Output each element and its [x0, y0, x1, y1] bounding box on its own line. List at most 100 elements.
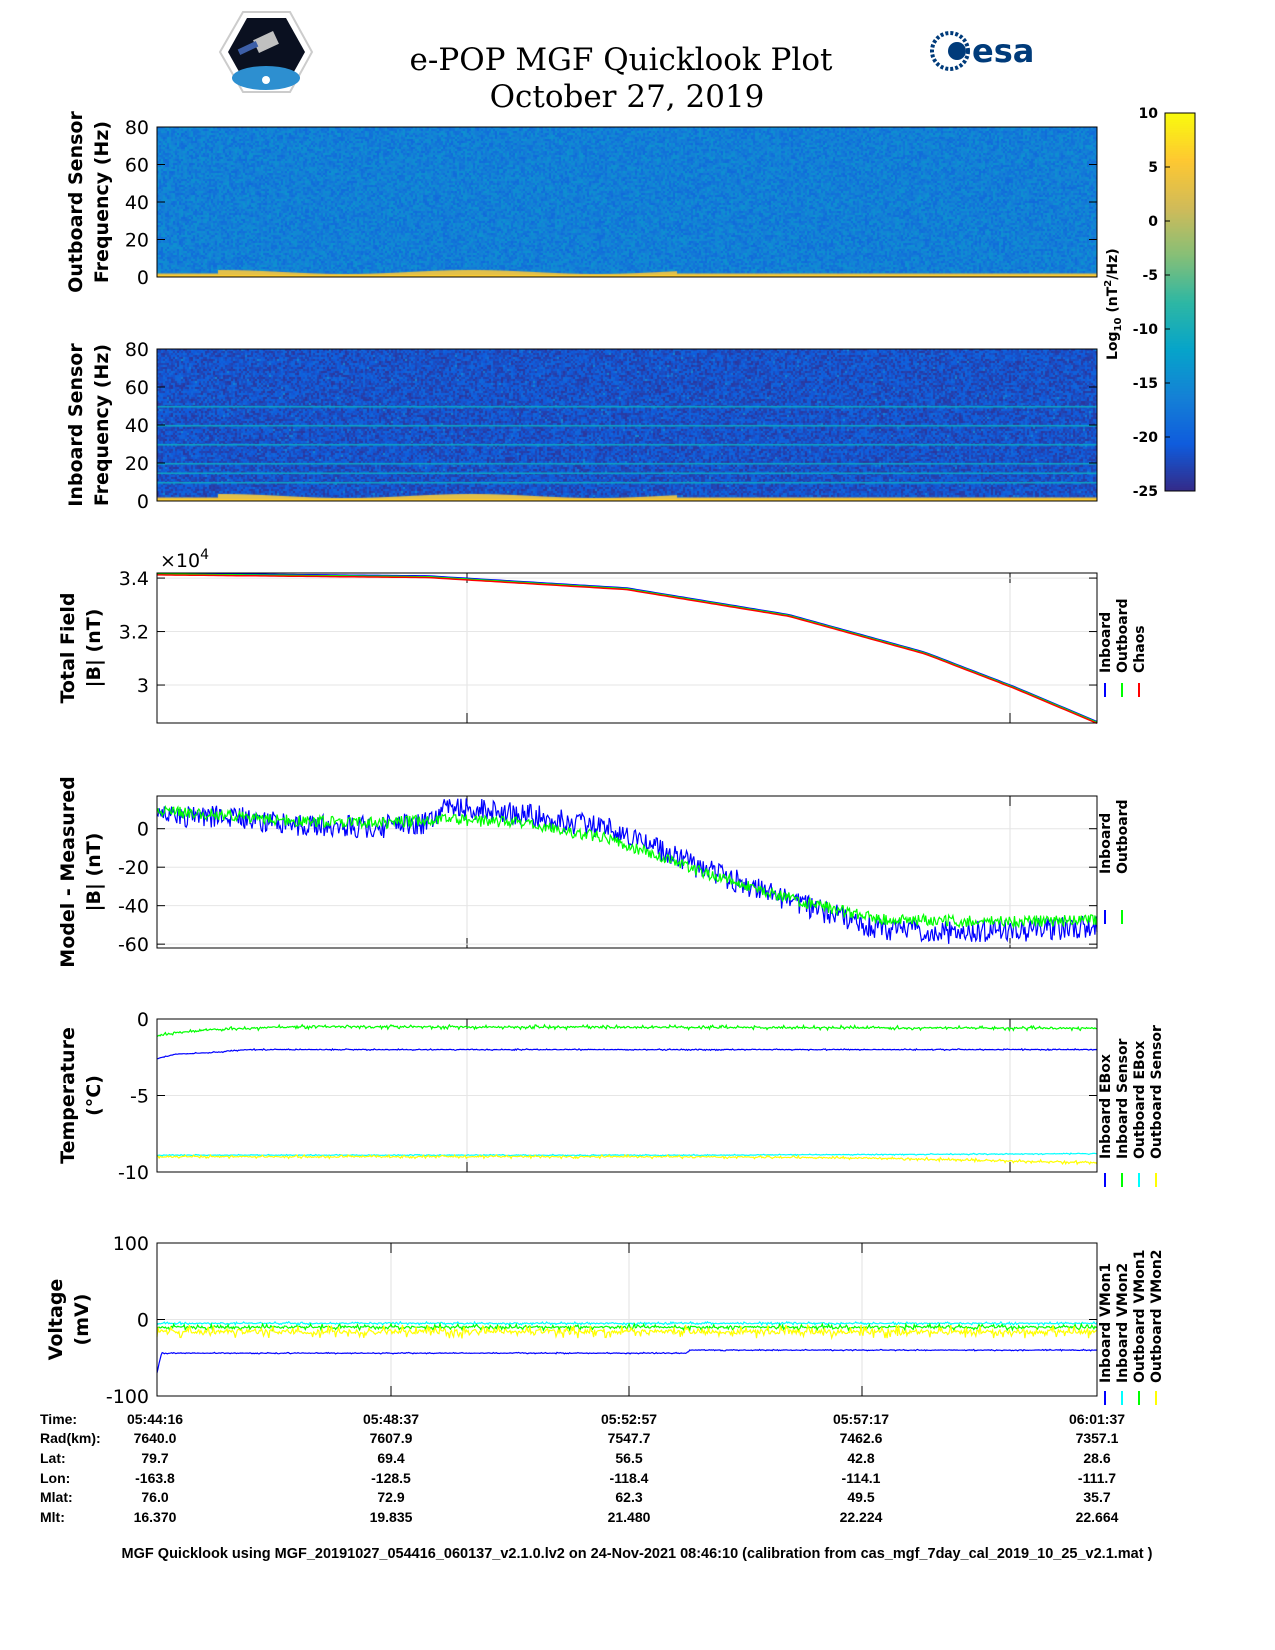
inboard-spectrogram	[157, 349, 1097, 501]
y-tick-label: 40	[125, 192, 149, 214]
series-outboard-vmon2	[156, 1323, 1098, 1341]
y-tick-label: 60	[125, 377, 149, 399]
legend-label: Inboard	[1098, 813, 1114, 874]
table-cell: 19.835	[370, 1509, 413, 1525]
colorbar	[1165, 113, 1195, 491]
y-tick-label: 3	[137, 675, 149, 697]
y-tick-label: 0	[137, 267, 149, 289]
table-cell: -163.8	[135, 1470, 175, 1486]
plot-area	[157, 573, 1097, 723]
legend: Inboard VMon1 Inboard VMon2 Outboard VMon1…	[1098, 1249, 1165, 1405]
legend-label: Inboard	[1098, 612, 1114, 673]
table-cell: 49.5	[847, 1489, 874, 1505]
series-inboard-sensor	[156, 1023, 1098, 1037]
table-cell: 79.7	[141, 1450, 168, 1466]
table-cell: 7357.1	[1076, 1430, 1119, 1446]
y-tick-label: -100	[106, 1386, 149, 1408]
y-tick-label: 0	[137, 819, 149, 841]
panel-1: 80 60 40 20 0 Inboard Sensor Frequency (Hz)	[65, 339, 1098, 513]
table-row-label: Time:	[40, 1411, 77, 1427]
table-cell: -118.4	[610, 1470, 649, 1486]
table-cell: 06:01:37	[1069, 1411, 1125, 1427]
table-row-label: Lon:	[40, 1470, 70, 1486]
y-axis-label: Voltage	[45, 1279, 67, 1361]
legend: Inboard EBox Inboard Sensor Outboard EBox O…	[1098, 1025, 1165, 1187]
y-axis-label: Outboard Sensor	[65, 111, 87, 293]
table-cell: 16.370	[134, 1509, 177, 1525]
y-tick-label: -5	[130, 1086, 149, 1108]
table-cell: 42.8	[847, 1450, 874, 1466]
plot-title: e-POP MGF Quicklook Plot	[410, 42, 833, 78]
axes-frame	[156, 348, 1098, 502]
y-tick-label: -60	[118, 934, 149, 956]
y-tick-label: 0	[137, 1310, 149, 1332]
y-tick-label: 80	[125, 339, 149, 361]
esa-logo: esa	[930, 31, 1034, 71]
table-cell: 21.480	[608, 1509, 651, 1525]
plot-date: October 27, 2019	[490, 79, 765, 115]
series-inboard-ebox	[157, 1047, 1098, 1060]
series-outboard	[156, 804, 1098, 930]
legend-label: Outboard VMon2	[1149, 1249, 1165, 1383]
colorbar-tick-label: 10	[1139, 106, 1159, 122]
panel-4: 0 -5 -10 Temperature (°C) Inboard EBox Inboard…	[57, 1009, 1165, 1187]
table-cell: 7640.0	[134, 1430, 177, 1446]
legend: Inboard Outboard Chaos	[1098, 598, 1148, 697]
table-cell: 05:57:17	[833, 1411, 889, 1427]
outboard-spectrogram	[157, 127, 1097, 277]
footer-note: MGF Quicklook using MGF_20191027_054416_…	[122, 1546, 1153, 1562]
y-axis-label: |B| (nT)	[83, 833, 105, 912]
y-tick-label: 3.4	[119, 568, 149, 590]
colorbar-tick-label: -15	[1133, 376, 1158, 392]
table-cell: 7547.7	[608, 1430, 651, 1446]
series-chaos	[157, 574, 1098, 724]
panel-3: 0 -20 -40 -60 Model - Measured |B| (nT) Inboar…	[57, 776, 1131, 967]
y-tick-label: 80	[125, 117, 149, 139]
y-tick-label: 40	[125, 415, 149, 437]
table-cell: 56.5	[615, 1450, 642, 1466]
colorbar-tick-label: -20	[1133, 430, 1159, 446]
table-cell: 05:48:37	[363, 1411, 419, 1427]
table-cell: 05:52:57	[601, 1411, 657, 1427]
table-cell: 05:44:16	[127, 1411, 183, 1427]
table-cell: 72.9	[377, 1489, 404, 1505]
y-axis-label: Inboard Sensor	[65, 343, 87, 507]
y-tick-label: 20	[125, 453, 149, 475]
series-outboard-ebox	[156, 1152, 1098, 1157]
legend-label: Inboard EBox	[1098, 1054, 1114, 1159]
series-inboard-vmon2	[156, 1320, 1098, 1327]
legend-label: Outboard	[1115, 799, 1131, 874]
legend-label: Inboard Sensor	[1115, 1038, 1131, 1159]
legend-label: Inboard VMon1	[1098, 1263, 1114, 1383]
legend-label: Outboard Sensor	[1149, 1025, 1165, 1159]
panel-2: 3.4 3.2 3 Total Field |B| (nT) ×104 Inboard Out…	[57, 547, 1148, 724]
table-cell: 69.4	[377, 1450, 404, 1466]
colorbar-tick-label: -25	[1133, 484, 1158, 500]
legend: Inboard Outboard	[1098, 799, 1131, 924]
colorbar-tick-label: 5	[1148, 160, 1158, 176]
axes-frame	[156, 795, 1098, 949]
table-cell: 22.224	[840, 1509, 883, 1525]
legend-label: Inboard VMon2	[1115, 1263, 1131, 1383]
table-cell: 22.664	[1076, 1509, 1119, 1525]
table-cell: 7462.6	[840, 1430, 883, 1446]
legend-label: Outboard VMon1	[1132, 1249, 1148, 1383]
colorbar-frame	[1164, 112, 1196, 492]
legend-label: Outboard EBox	[1132, 1041, 1148, 1159]
axes-frame	[156, 572, 1098, 724]
y-tick-label: 100	[113, 1233, 149, 1255]
table-cell: 28.6	[1083, 1450, 1110, 1466]
esa-logo-text: esa	[972, 32, 1034, 70]
plot-area	[157, 796, 1097, 948]
y-axis-label: (°C)	[83, 1075, 105, 1116]
exponent-label: ×104	[160, 547, 209, 572]
series-outboard-sensor	[156, 1153, 1098, 1166]
colorbar-tick-label: 0	[1148, 214, 1158, 230]
y-tick-label: 0	[137, 1009, 149, 1031]
series-inboard-vmon1	[156, 1348, 1098, 1374]
table-cell: -111.7	[1078, 1470, 1116, 1486]
table-cell: 76.0	[141, 1489, 168, 1505]
legend-label: Outboard	[1115, 598, 1131, 673]
table-cell: 7607.9	[370, 1430, 413, 1446]
